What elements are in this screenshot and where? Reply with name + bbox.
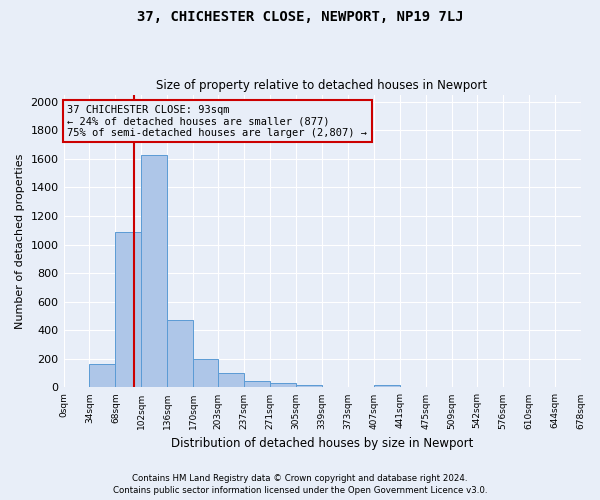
Bar bbox=[374, 384, 400, 388]
Bar bbox=[218, 373, 244, 388]
Text: 37 CHICHESTER CLOSE: 93sqm
← 24% of detached houses are smaller (877)
75% of sem: 37 CHICHESTER CLOSE: 93sqm ← 24% of deta… bbox=[67, 104, 367, 138]
Bar bbox=[244, 381, 270, 388]
Text: 37, CHICHESTER CLOSE, NEWPORT, NP19 7LJ: 37, CHICHESTER CLOSE, NEWPORT, NP19 7LJ bbox=[137, 10, 463, 24]
Y-axis label: Number of detached properties: Number of detached properties bbox=[15, 154, 25, 328]
Bar bbox=[296, 384, 322, 388]
Bar bbox=[193, 359, 218, 388]
X-axis label: Distribution of detached houses by size in Newport: Distribution of detached houses by size … bbox=[171, 437, 473, 450]
Bar bbox=[89, 364, 115, 388]
Bar bbox=[142, 154, 167, 388]
Bar bbox=[270, 383, 296, 388]
Title: Size of property relative to detached houses in Newport: Size of property relative to detached ho… bbox=[157, 79, 488, 92]
Bar bbox=[167, 320, 193, 388]
Text: Contains HM Land Registry data © Crown copyright and database right 2024.
Contai: Contains HM Land Registry data © Crown c… bbox=[113, 474, 487, 495]
Bar bbox=[115, 232, 142, 388]
